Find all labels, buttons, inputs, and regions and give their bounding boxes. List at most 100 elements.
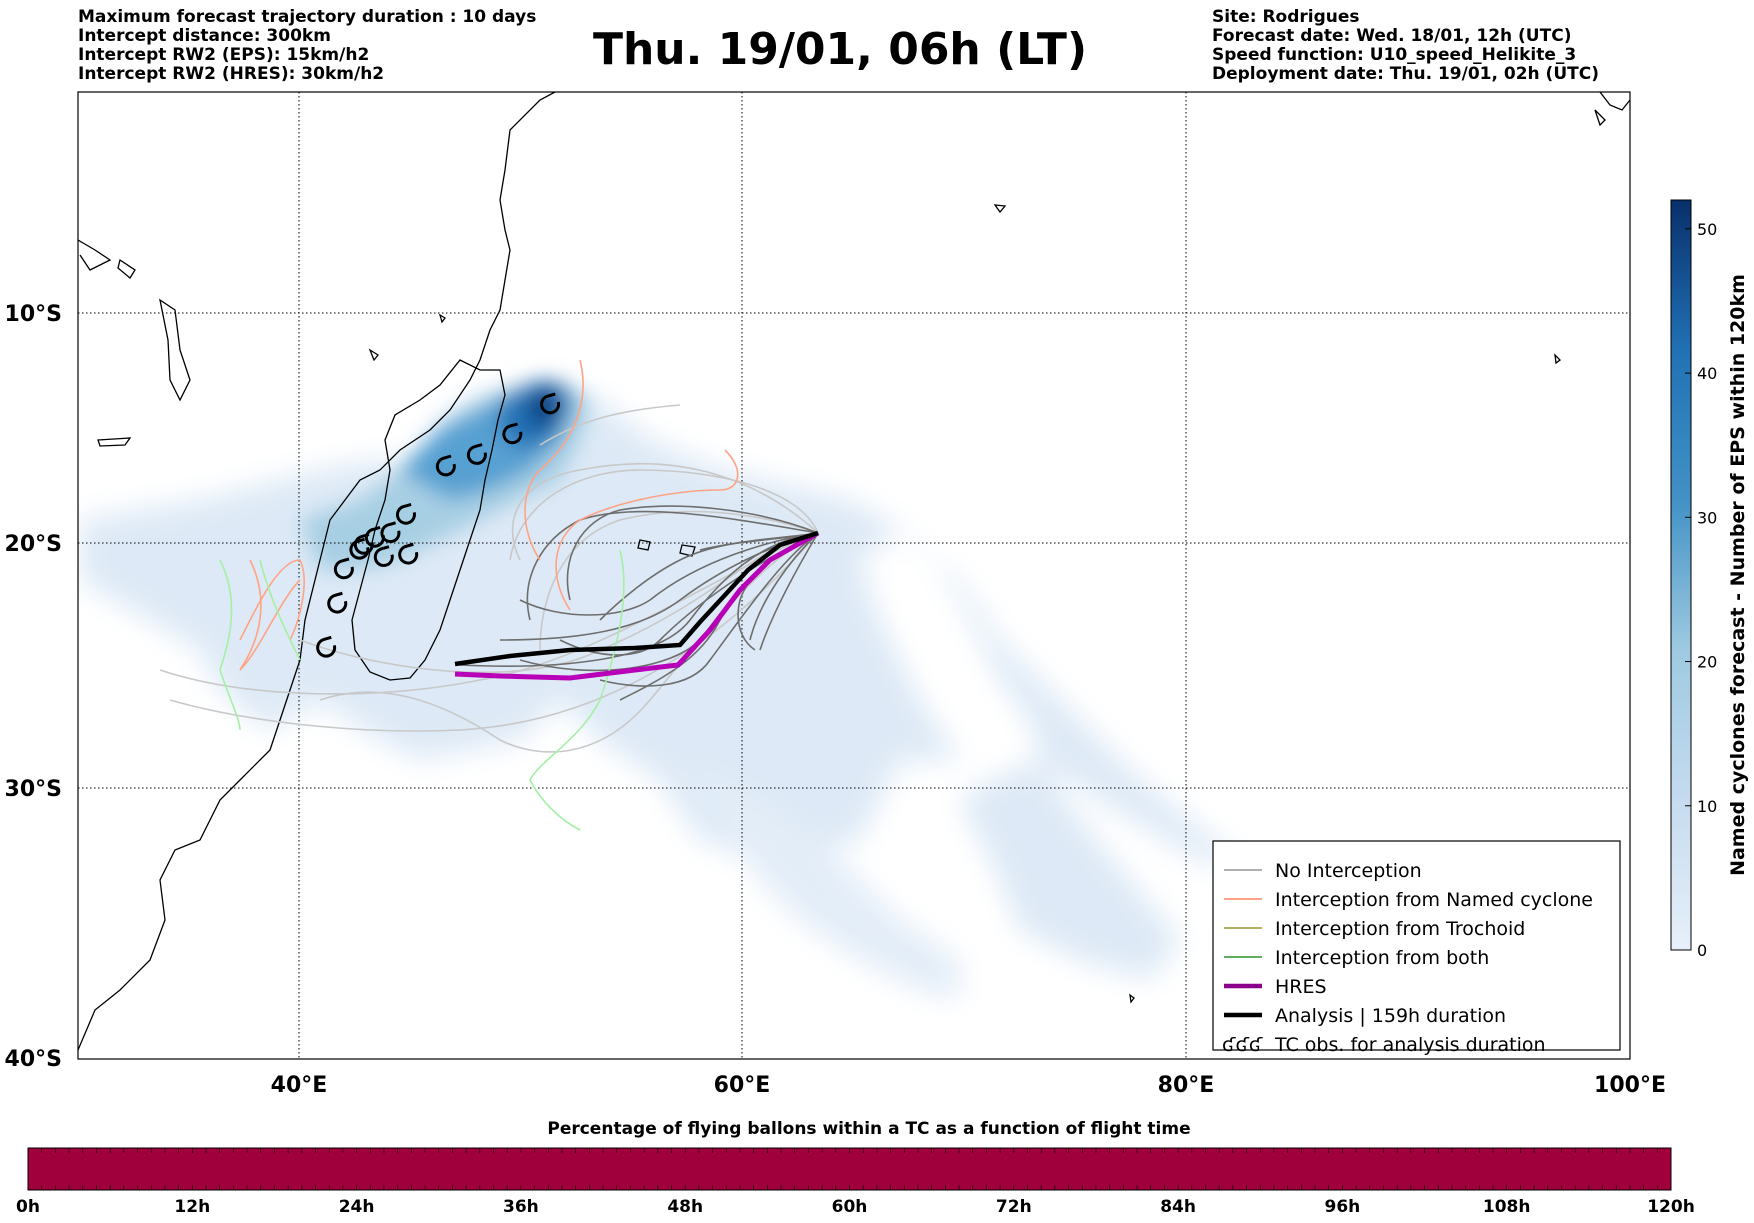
comoros-island [368, 348, 379, 362]
analysis-track [454, 530, 819, 667]
gridlines [78, 92, 1630, 1059]
trajectories-no-interception-light [159, 404, 819, 753]
legend-item: Interception from Trochoid [1224, 918, 1525, 940]
hres-track [454, 530, 820, 681]
reunion-island [679, 544, 696, 557]
trajectories-named-cyclone [239, 359, 739, 671]
colorbar-gradient [1670, 199, 1692, 951]
island-fragment [1129, 993, 1135, 1004]
lon-label: 80°E [1158, 1073, 1215, 1098]
arabian-coast-fragment [78, 239, 112, 271]
tc-observation-icon [435, 454, 456, 477]
tc-observation-icon [349, 537, 370, 560]
time-tick-label: 12h [174, 1197, 210, 1217]
lat-label: 30°S [5, 777, 62, 802]
legend-box [1212, 840, 1621, 1051]
tc-observation-icon [327, 591, 348, 614]
coastlines [78, 92, 1630, 1051]
header-info-line: Deployment date: Thu. 19/01, 02h (UTC) [1212, 64, 1599, 84]
colorbar-tick-label: 0 [1697, 941, 1707, 960]
legend-item: No Interception [1224, 860, 1422, 882]
time-tick-label: 108h [1483, 1197, 1531, 1217]
tc-observation-icon [502, 422, 523, 445]
africa-coastline [78, 92, 556, 1051]
colorbar-tick-label: 20 [1697, 653, 1717, 672]
island-fragment [438, 313, 446, 324]
header-info-line: Intercept RW2 (HRES): 30km/h2 [78, 64, 385, 84]
header-info-line: Intercept RW2 (EPS): 15km/h2 [78, 45, 370, 65]
legend: No Interception Interception from Named c… [1212, 840, 1621, 1056]
island-fragment [1594, 109, 1606, 127]
time-bar: Percentage of flying ballons within a TC… [16, 1119, 1695, 1217]
colorbar-tick-label: 10 [1697, 797, 1717, 816]
time-tick-label: 120h [1647, 1197, 1695, 1217]
tc-observation-icon [353, 533, 374, 555]
island-fragment [159, 298, 191, 402]
island-fragment [993, 204, 1007, 214]
tc-observation-icon [333, 557, 354, 580]
time-bar-fill [27, 1147, 1672, 1191]
header-info-line: Maximum forecast trajectory duration : 1… [78, 7, 537, 27]
legend-label: Interception from Trochoid [1275, 918, 1525, 940]
legend-label: HRES [1275, 976, 1327, 998]
header-info-right: Site: Rodrigues Forecast date: Wed. 18/0… [1212, 8, 1599, 84]
legend-label: TC obs. for analysis duration [1274, 1034, 1546, 1056]
lon-label: 40°E [271, 1073, 328, 1098]
tc-observation-icon [398, 542, 419, 565]
lon-label: 100°E [1594, 1073, 1666, 1098]
tc-observation-symbols [316, 392, 561, 658]
lat-label: 40°S [5, 1047, 62, 1072]
island-fragment [97, 437, 132, 447]
legend-label: Analysis | 159h duration [1275, 1005, 1506, 1027]
header-info-line: Forecast date: Wed. 18/01, 12h (UTC) [1212, 26, 1572, 46]
island-fragment [1599, 92, 1630, 111]
tc-observation-icon [380, 521, 401, 544]
legend-item: ʛʛʛ TC obs. for analysis duration [1222, 1034, 1546, 1056]
tc-obs-legend-icon: ʛʛʛ [1222, 1034, 1263, 1056]
time-tick-label: 0h [16, 1197, 40, 1217]
legend-label: Interception from both [1275, 947, 1489, 969]
colorbar-tick-label: 50 [1697, 220, 1717, 239]
island-fragment [1554, 353, 1561, 365]
tc-observation-icon [466, 443, 487, 465]
lat-label: 10°S [5, 302, 62, 327]
header-info-line: Speed function: U10_speed_Helikite_3 [1212, 45, 1577, 65]
legend-item: HRES [1224, 976, 1327, 998]
lat-label: 20°S [5, 532, 62, 557]
tc-observation-icon [373, 545, 394, 567]
time-tick-label: 48h [667, 1197, 703, 1217]
time-bar-title: Percentage of flying ballons within a TC… [547, 1119, 1190, 1139]
lon-label: 60°E [714, 1073, 771, 1098]
tc-observation-icon [364, 525, 385, 548]
tc-observation-icon [395, 502, 416, 525]
tc-observation-icon [316, 635, 337, 658]
mauritius-island [637, 539, 651, 551]
main-title: Thu. 19/01, 06h (LT) [592, 24, 1088, 75]
lon-axis-labels: 40°E 60°E 80°E 100°E [271, 1073, 1666, 1098]
legend-item: Interception from Named cyclone [1224, 889, 1593, 911]
legend-item: Interception from both [1224, 947, 1489, 969]
map-frame [77, 91, 1631, 1060]
time-tick-label: 72h [996, 1197, 1032, 1217]
tc-observation-icon [540, 392, 561, 415]
colorbar-tick-label: 40 [1697, 364, 1717, 383]
time-tick-label: 24h [339, 1197, 375, 1217]
header-info-left: Maximum forecast trajectory duration : 1… [78, 8, 536, 84]
legend-label: No Interception [1275, 860, 1422, 882]
madagascar-coastline [351, 359, 506, 681]
colorbar-tick-label: 30 [1697, 508, 1717, 527]
legend-label: Interception from Named cyclone [1275, 889, 1593, 911]
map-panel [77, 91, 1631, 1060]
header-info-line: Intercept distance: 300km [78, 26, 331, 46]
lat-axis-labels: 10°S 20°S 30°S 40°S [5, 302, 62, 1072]
colorbar: 0 10 20 30 40 50 Named cyclones forecast - Nu… [1670, 199, 1749, 960]
trajectories-both [219, 549, 625, 831]
time-tick-label: 36h [503, 1197, 539, 1217]
colorbar-label: Named cyclones forecast - Number of EPS … [1727, 274, 1749, 876]
time-tick-label: 84h [1160, 1197, 1196, 1217]
time-tick-label: 96h [1325, 1197, 1361, 1217]
header-info-line: Site: Rodrigues [1212, 7, 1360, 27]
time-tick-label: 60h [832, 1197, 868, 1217]
legend-item: Analysis | 159h duration [1224, 1005, 1506, 1027]
